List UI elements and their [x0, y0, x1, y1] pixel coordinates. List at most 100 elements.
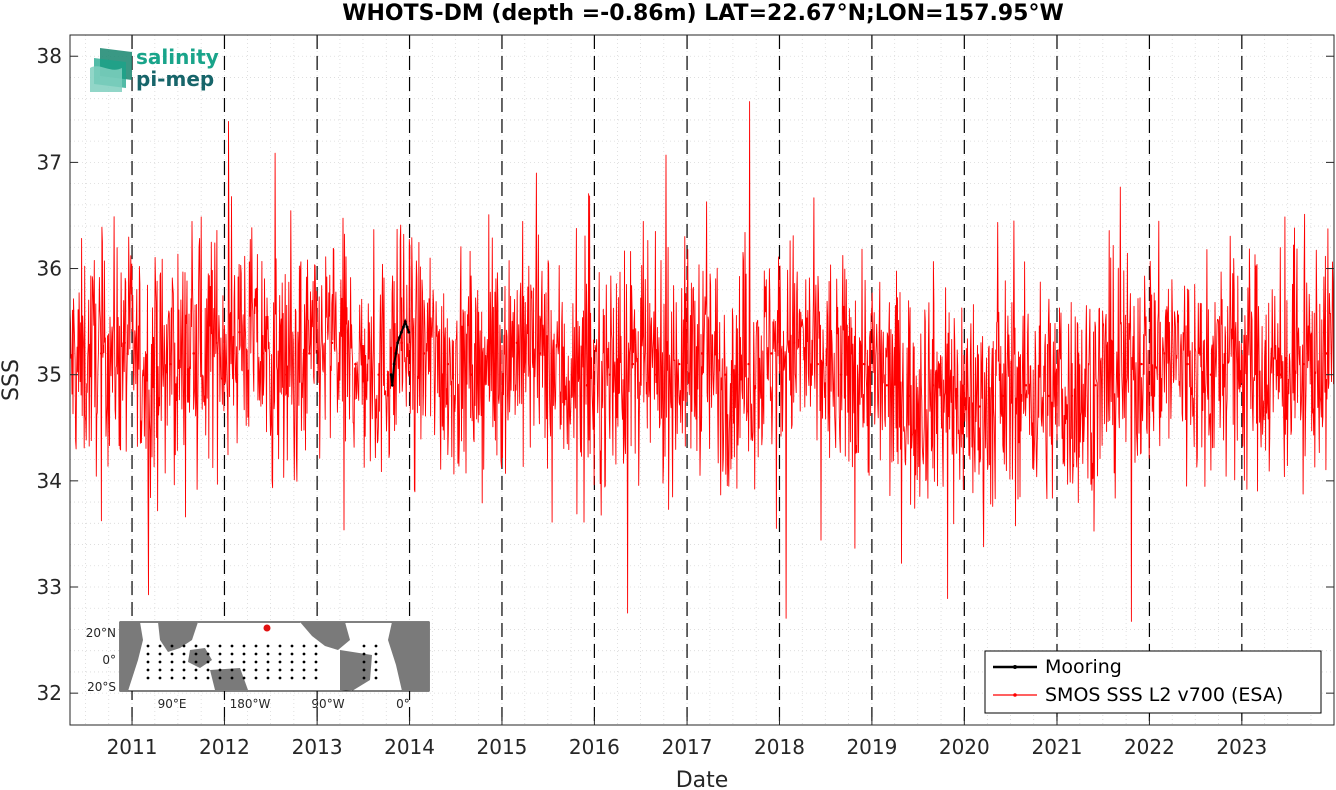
- smos-point: [978, 405, 981, 408]
- map-station-dot: [254, 644, 258, 648]
- y-tick-label: 35: [37, 363, 62, 387]
- x-tick-label: 2022: [1124, 735, 1175, 759]
- mooring-point: [394, 352, 398, 355]
- x-tick-label: 2018: [754, 735, 805, 759]
- map-lat-tick: 0°: [102, 653, 116, 667]
- map-station-dot: [374, 668, 378, 672]
- map-station-dot: [266, 668, 270, 672]
- smos-point: [330, 341, 334, 345]
- map-station-dot: [206, 676, 210, 680]
- map-station-dot: [194, 660, 198, 664]
- map-station-dot: [290, 668, 294, 672]
- map-station-dot: [242, 660, 246, 664]
- smos-point: [1163, 352, 1166, 355]
- mooring-point: [392, 362, 396, 366]
- map-station-dot: [278, 668, 282, 672]
- map-station-dot: [290, 660, 294, 664]
- smos-point: [215, 341, 218, 345]
- map-station-dot: [374, 676, 378, 680]
- inset-map-stations: [146, 644, 378, 680]
- mooring-point: [403, 320, 407, 324]
- y-tick-label: 33: [37, 575, 62, 599]
- map-station-dot: [290, 644, 294, 648]
- map-station-dot: [218, 668, 222, 672]
- map-lon-tick: 0°: [396, 697, 410, 711]
- smos-point: [99, 352, 103, 355]
- map-station-dot: [278, 652, 282, 656]
- map-station-dot: [242, 668, 246, 672]
- smos-point: [770, 352, 773, 355]
- mooring-point: [405, 325, 409, 329]
- logo-line1: salinity: [136, 45, 219, 69]
- map-station-dot: [362, 660, 366, 664]
- map-station-dot: [218, 676, 222, 680]
- smos-point: [285, 373, 288, 376]
- series-mooring: [389, 318, 411, 387]
- y-tick-label: 34: [37, 469, 62, 493]
- x-tick-label: 2021: [1032, 735, 1083, 759]
- legend-label-smos: SMOS SSS L2 v700 (ESA): [1045, 684, 1283, 706]
- smos-point: [400, 341, 403, 345]
- map-station-dot: [182, 668, 186, 672]
- smos-point: [145, 373, 149, 376]
- map-station-dot: [182, 652, 186, 656]
- x-tick-label: 2017: [662, 735, 713, 759]
- smos-point: [539, 352, 542, 355]
- smos-point: [122, 341, 126, 345]
- x-tick-label: 2016: [569, 735, 620, 759]
- smos-point: [308, 352, 311, 355]
- x-tick-label: 2020: [939, 735, 990, 759]
- map-station-dot: [206, 644, 210, 648]
- map-station-dot: [194, 676, 198, 680]
- smos-point: [446, 362, 449, 366]
- smos-point: [700, 352, 704, 355]
- map-station-dot: [230, 660, 234, 664]
- smos-point: [377, 373, 380, 376]
- map-station-dot: [146, 644, 150, 648]
- y-tick-label: 36: [37, 257, 62, 281]
- legend-marker-mooring: [1013, 665, 1017, 669]
- map-station-dot: [158, 660, 162, 664]
- map-station-dot: [278, 660, 282, 664]
- map-lon-tick: 90°E: [158, 697, 187, 711]
- map-station-dot: [254, 660, 258, 664]
- chart-title: WHOTS-DM (depth =-0.86m) LAT=22.67°N;LON…: [342, 1, 1064, 26]
- legend-label-mooring: Mooring: [1045, 656, 1122, 678]
- smos-point: [1024, 384, 1028, 387]
- mooring-point: [398, 336, 401, 339]
- smos-point: [354, 362, 357, 366]
- map-station-dot: [218, 660, 222, 664]
- map-station-dot: [158, 644, 162, 648]
- map-station-dot: [362, 668, 366, 672]
- y-tick-label: 37: [37, 150, 62, 174]
- map-station-dot: [302, 644, 306, 648]
- smos-point: [1325, 352, 1328, 355]
- y-axis-label: SSS: [0, 359, 24, 401]
- map-station-dot: [230, 668, 234, 672]
- map-station-dot: [218, 644, 222, 648]
- map-lat-tick: 20°N: [86, 626, 116, 640]
- map-station-dot: [374, 644, 378, 648]
- map-station-dot: [158, 652, 162, 656]
- map-station-dot: [314, 660, 318, 664]
- x-tick-label: 2019: [846, 735, 897, 759]
- map-station-dot: [266, 660, 270, 664]
- x-tick-label: 2014: [384, 735, 435, 759]
- mooring-point: [400, 330, 403, 334]
- map-station-dot: [290, 676, 294, 680]
- smos-point: [585, 384, 588, 387]
- smos-point: [562, 373, 565, 376]
- map-station-dot: [314, 668, 318, 672]
- salinity-pi-mep-logo: salinity pi-mep: [90, 45, 219, 92]
- smos-point: [654, 373, 658, 376]
- smos-point: [1117, 373, 1120, 376]
- map-station-dot: [158, 668, 162, 672]
- map-station-dot: [302, 652, 306, 656]
- smos-line: [69, 101, 1335, 622]
- map-station-dot: [362, 676, 366, 680]
- map-station-dot: [206, 652, 210, 656]
- smos-point: [932, 384, 935, 387]
- smos-point: [423, 352, 426, 355]
- plot-frame: [69, 34, 1335, 726]
- map-station-dot: [254, 676, 258, 680]
